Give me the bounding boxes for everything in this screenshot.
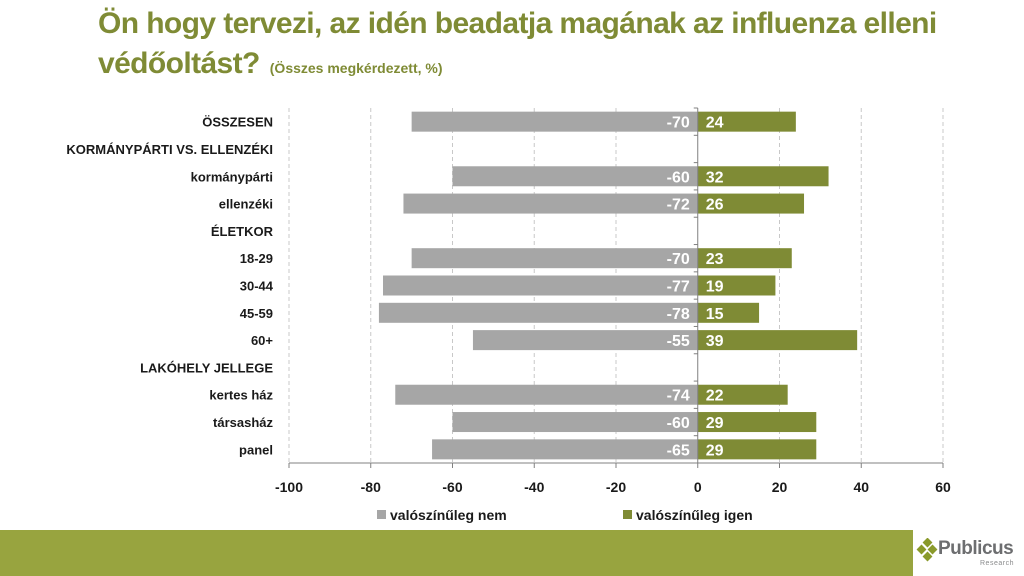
legend-label: valószínűleg nem: [390, 507, 507, 523]
category-labels: ÖSSZESEN KORMÁNYPÁRTI VS. ELLENZÉKI kormán…: [66, 115, 273, 458]
data-label: 19: [706, 279, 724, 296]
x-tick-labels: -100 -80 -60 -40 -20 0 20 40 60: [275, 479, 951, 495]
title-line1: Ön hogy tervezi, az idén beadatja magána…: [98, 7, 937, 40]
diverging-bar-chart: -70 -60 -72 -70 -77 -78 -55 -74 -60 -65 24 32 26 23 19…: [66, 107, 951, 523]
data-label: -60: [667, 169, 690, 186]
data-label: -77: [667, 279, 690, 296]
bar-nem: [411, 111, 698, 132]
category-label: ÉLETKOR: [211, 224, 274, 239]
diamond-logo-icon: [916, 538, 938, 562]
data-label: 29: [706, 415, 724, 432]
bar-igen: [697, 412, 817, 433]
data-label: -74: [667, 388, 690, 405]
bar-nem: [411, 248, 698, 269]
bar-nem: [452, 412, 698, 433]
bar-nem: [383, 275, 698, 296]
bar-igen: [697, 248, 792, 269]
x-tick-label: 40: [853, 479, 869, 495]
legend-swatch-igen: [623, 510, 632, 519]
x-tick-label: -40: [524, 479, 544, 495]
x-tick-label: -80: [361, 479, 381, 495]
legend-label: valószínűleg igen: [636, 507, 753, 523]
category-label: ÖSSZESEN: [202, 115, 273, 130]
data-label: -78: [667, 306, 690, 323]
data-label: -70: [667, 115, 690, 132]
x-tick-label: -20: [606, 479, 626, 495]
x-tick-label: 20: [772, 479, 788, 495]
data-label: 22: [706, 388, 724, 405]
footer-band: [0, 530, 913, 576]
legend-swatch-nem: [377, 510, 386, 519]
category-label: kertes ház: [209, 388, 273, 403]
data-label: 26: [706, 197, 724, 214]
bar-nem: [432, 439, 698, 460]
data-label: -72: [667, 197, 690, 214]
category-label: 30-44: [240, 279, 274, 294]
x-tick-label: 60: [935, 479, 951, 495]
x-tick-label: -60: [442, 479, 462, 495]
data-label: -65: [667, 442, 690, 459]
category-label: 18-29: [240, 251, 273, 266]
axes: [288, 107, 944, 468]
data-label: -55: [667, 333, 690, 350]
data-label: 23: [706, 251, 724, 268]
publicus-logo: Publicus Research: [916, 534, 1024, 576]
legend: valószínűleg nem valószínűleg igen: [377, 507, 753, 523]
bar-igen: [697, 384, 788, 405]
bar-igen: [697, 193, 805, 214]
logo-text: Publicus: [938, 538, 1014, 559]
bar-igen: [697, 111, 796, 132]
bar-igen: [697, 439, 817, 460]
logo-subtext: Research: [980, 560, 1014, 567]
category-label: panel: [239, 442, 273, 457]
data-label: 29: [706, 442, 724, 459]
x-tick-label: -100: [275, 479, 303, 495]
bar-nem: [403, 193, 698, 214]
data-label: 24: [706, 115, 724, 132]
category-label: ellenzéki: [219, 197, 273, 212]
category-label: 60+: [251, 333, 273, 348]
category-label: KORMÁNYPÁRTI VS. ELLENZÉKI: [66, 142, 273, 157]
bars: -70 -60 -72 -70 -77 -78 -55 -74 -60 -65 24 32 26 23 19…: [378, 111, 858, 460]
bar-nem: [395, 384, 698, 405]
category-label: kormánypárti: [191, 169, 273, 184]
data-label: 15: [706, 306, 724, 323]
bar-nem: [378, 302, 698, 323]
bar-igen: [697, 330, 858, 351]
data-label: 39: [706, 333, 724, 350]
chart-title: Ön hogy tervezi, az idén beadatja magána…: [98, 4, 998, 88]
data-label: -70: [667, 251, 690, 268]
chart-subtitle: (Összes megkérdezett, %): [269, 60, 443, 76]
category-label: 45-59: [240, 306, 273, 321]
bar-igen: [697, 166, 829, 187]
bar-igen: [697, 302, 760, 323]
title-line2: védőoltást?: [98, 47, 260, 80]
category-label: LAKÓHELY JELLEGE: [140, 360, 273, 375]
data-label: 32: [706, 169, 724, 186]
bar-igen: [697, 275, 776, 296]
bar-nem: [452, 166, 698, 187]
data-label: -60: [667, 415, 690, 432]
category-label: társasház: [213, 415, 273, 430]
bar-nem: [472, 330, 698, 351]
x-tick-label: 0: [694, 479, 702, 495]
